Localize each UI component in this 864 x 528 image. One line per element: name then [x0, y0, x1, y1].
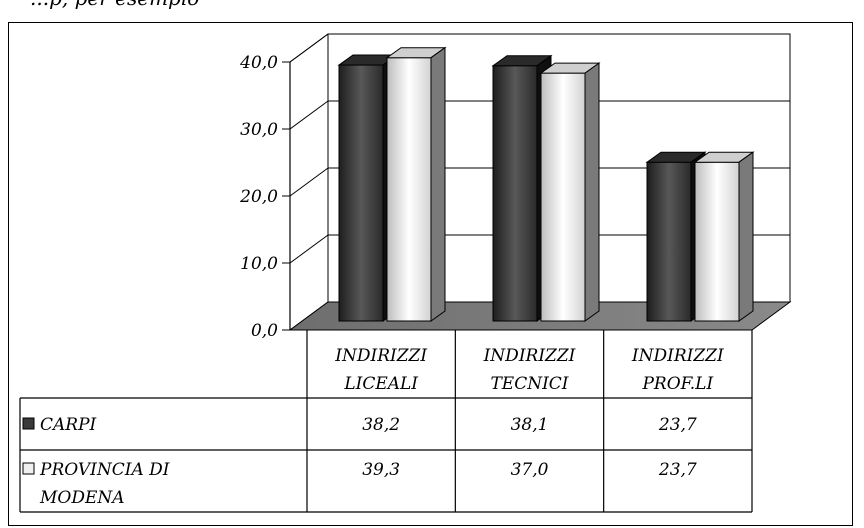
header-fragment: ...p, per esempio — [30, 0, 199, 10]
bar-front — [386, 57, 432, 322]
y-tick-label: 0,0 — [251, 321, 278, 341]
y-tick-label: 20,0 — [239, 187, 278, 207]
bar-front — [540, 72, 586, 322]
side-wall-gridline — [289, 234, 329, 264]
bar-provincia-2 — [693, 151, 755, 322]
category-label: PROF.LI — [641, 374, 713, 394]
bar-front — [694, 161, 740, 322]
y-tick-label: 30,0 — [240, 120, 278, 140]
data-table-value: 37,0 — [511, 460, 549, 480]
legend-key-provincia — [22, 462, 35, 475]
category-label: INDIRIZZI — [631, 346, 724, 366]
data-table-value: 38,2 — [362, 415, 400, 435]
bar-side — [430, 46, 446, 322]
bar-provincia-0 — [385, 46, 447, 322]
side-wall-top — [289, 33, 329, 63]
side-wall-gridline — [289, 100, 329, 130]
data-table-value: 23,7 — [658, 415, 697, 435]
bar-provincia-1 — [539, 62, 601, 322]
legend-key-carpi — [22, 417, 35, 430]
data-table-value: 39,3 — [362, 460, 400, 480]
bar-front — [492, 65, 538, 322]
bar-side — [738, 151, 754, 322]
y-tick-label: 40,0 — [239, 53, 278, 73]
bar-side — [584, 62, 600, 322]
legend-label: CARPI — [40, 415, 97, 435]
bar-front — [338, 64, 384, 322]
data-table-value: 23,7 — [658, 460, 697, 480]
header-fragment-strip: ...p, per esempio — [0, 0, 864, 22]
legend-label: PROVINCIA DI — [39, 460, 170, 480]
data-table-value: 38,1 — [511, 415, 549, 435]
category-label: INDIRIZZI — [334, 346, 427, 366]
category-label: TECNICI — [490, 374, 568, 394]
bar-front — [646, 161, 692, 322]
side-wall-gridline — [289, 167, 329, 197]
legend-label: MODENA — [39, 488, 125, 508]
category-label: INDIRIZZI — [483, 346, 576, 366]
y-tick-label: 10,0 — [240, 254, 278, 274]
chart-frame — [8, 22, 853, 526]
category-label: LICEALI — [343, 374, 418, 394]
